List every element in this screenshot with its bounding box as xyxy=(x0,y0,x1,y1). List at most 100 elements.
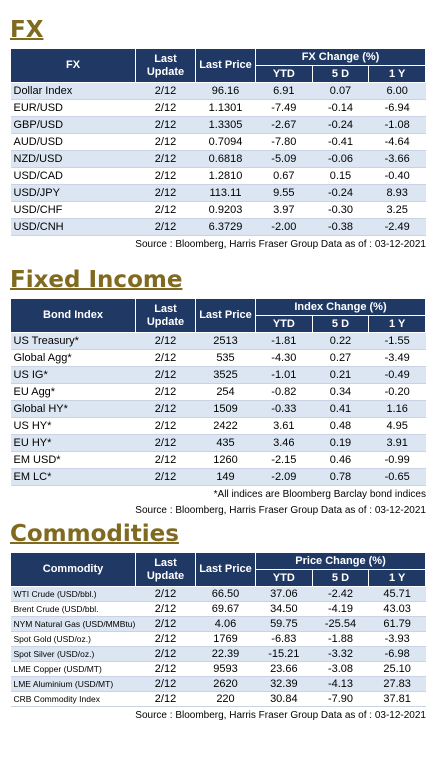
cell: -0.14 xyxy=(312,99,369,117)
cell: 2/12 xyxy=(135,601,196,617)
cell: 2/12 xyxy=(135,468,196,486)
cell: 0.21 xyxy=(312,366,369,384)
header-row: Commodity Last Update Last Price Price Chan… xyxy=(10,552,426,587)
cell: -3.93 xyxy=(368,631,426,647)
cell: 2/12 xyxy=(135,133,196,151)
row-label: US HY* xyxy=(10,417,136,435)
cell: -1.81 xyxy=(255,332,313,350)
cell: 3.97 xyxy=(255,201,313,219)
cell: 0.48 xyxy=(312,417,369,435)
cell: 43.03 xyxy=(368,601,426,617)
data-row: Global HY* 2/12 1509 -0.33 0.41 1.16 xyxy=(10,400,426,418)
data-row: Spot Silver (USD/oz.) 2/12 22.39 -15.21 -3.3… xyxy=(10,646,426,662)
cell: -0.38 xyxy=(312,218,369,236)
cell: 1.1301 xyxy=(195,99,256,117)
cell: -6.98 xyxy=(368,646,426,662)
data-row: US Treasury* 2/12 2513 -1.81 0.22 -1.55 xyxy=(10,332,426,350)
cell: 25.10 xyxy=(368,661,426,677)
cell: -0.41 xyxy=(312,133,369,151)
period-header: YTD xyxy=(255,569,313,587)
cell: -0.40 xyxy=(368,167,426,185)
cell: -0.24 xyxy=(312,116,369,134)
row-label: USD/CHF xyxy=(10,201,136,219)
row-label: WTI Crude (USD/bbl.) xyxy=(10,586,136,602)
cell: 2/12 xyxy=(135,201,196,219)
cell: 113.11 xyxy=(195,184,256,202)
cell: 22.39 xyxy=(195,646,256,662)
cell: -2.15 xyxy=(255,451,313,469)
row-label: USD/CNH xyxy=(10,218,136,236)
data-row: Brent Crude (USD/bbl. 2/12 69.67 34.50 -4.19… xyxy=(10,601,426,617)
period-header: YTD xyxy=(255,315,313,333)
cell: 2/12 xyxy=(135,646,196,662)
section-title: FX xyxy=(10,17,44,43)
commodities-section: Commodities Commodity Last Update Last Pric… xyxy=(10,520,426,723)
data-row: EUR/USD 2/12 1.1301 -7.49 -0.14 -6.94 xyxy=(10,99,426,117)
cell: -4.13 xyxy=(312,676,369,692)
cell: 8.93 xyxy=(368,184,426,202)
data-table: Commodity Last Update Last Price Price Chan… xyxy=(10,552,426,707)
cell: 32.39 xyxy=(255,676,313,692)
cell: 1769 xyxy=(195,631,256,647)
data-row: EM LC* 2/12 149 -2.09 0.78 -0.65 xyxy=(10,468,426,486)
fx-section: FX FX Last Update Last Price FX Change (%) YT… xyxy=(10,16,426,252)
header-cell: Last Update xyxy=(135,48,196,83)
cell: 2/12 xyxy=(135,116,196,134)
cell: 3.91 xyxy=(368,434,426,452)
data-row: USD/CHF 2/12 0.9203 3.97 -0.30 3.25 xyxy=(10,201,426,219)
cell: -1.01 xyxy=(255,366,313,384)
data-row: CRB Commodity Index 2/12 220 30.84 -7.90 37.8… xyxy=(10,691,426,707)
cell: 0.6818 xyxy=(195,150,256,168)
row-label: AUD/USD xyxy=(10,133,136,151)
data-row: EM USD* 2/12 1260 -2.15 0.46 -0.99 xyxy=(10,451,426,469)
cell: 0.41 xyxy=(312,400,369,418)
cell: -3.49 xyxy=(368,349,426,367)
cell: -1.08 xyxy=(368,116,426,134)
row-label: Global Agg* xyxy=(10,349,136,367)
data-row: GBP/USD 2/12 1.3305 -2.67 -0.24 -1.08 xyxy=(10,116,426,134)
row-label: Brent Crude (USD/bbl. xyxy=(10,601,136,617)
cell: -0.30 xyxy=(312,201,369,219)
header-cell: Price Change (%) xyxy=(255,552,426,570)
cell: 45.71 xyxy=(368,586,426,602)
row-label: Global HY* xyxy=(10,400,136,418)
data-row: WTI Crude (USD/bbl.) 2/12 66.50 37.06 -2.42 4… xyxy=(10,586,426,602)
data-row: US IG* 2/12 3525 -1.01 0.21 -0.49 xyxy=(10,366,426,384)
cell: -15.21 xyxy=(255,646,313,662)
cell: 0.07 xyxy=(312,82,369,100)
cell: 0.27 xyxy=(312,349,369,367)
cell: 2/12 xyxy=(135,451,196,469)
cell: 2/12 xyxy=(135,661,196,677)
cell: -5.09 xyxy=(255,150,313,168)
period-header: 5 D xyxy=(311,315,370,333)
cell: -0.49 xyxy=(368,366,426,384)
header-cell: Last Update xyxy=(135,298,196,333)
cell: 2/12 xyxy=(135,167,196,185)
header-cell: Last Price xyxy=(195,48,256,83)
cell: 3525 xyxy=(195,366,256,384)
header-cell: Commodity xyxy=(10,552,136,587)
cell: -7.90 xyxy=(312,691,369,707)
cell: -3.08 xyxy=(312,661,369,677)
cell: -3.66 xyxy=(368,150,426,168)
cell: -2.49 xyxy=(368,218,426,236)
cell: 96.16 xyxy=(195,82,256,100)
cell: 2/12 xyxy=(135,366,196,384)
header-cell: Last Price xyxy=(195,298,256,333)
cell: -3.32 xyxy=(312,646,369,662)
cell: -25.54 xyxy=(312,616,369,632)
cell: 2/12 xyxy=(135,586,196,602)
cell: 0.7094 xyxy=(195,133,256,151)
cell: -2.42 xyxy=(312,586,369,602)
cell: 23.66 xyxy=(255,661,313,677)
cell: 0.34 xyxy=(312,383,369,401)
cell: 3.46 xyxy=(255,434,313,452)
cell: 2/12 xyxy=(135,184,196,202)
cell: -0.20 xyxy=(368,383,426,401)
cell: 535 xyxy=(195,349,256,367)
cell: 1.2810 xyxy=(195,167,256,185)
cell: 66.50 xyxy=(195,586,256,602)
cell: 2/12 xyxy=(135,434,196,452)
